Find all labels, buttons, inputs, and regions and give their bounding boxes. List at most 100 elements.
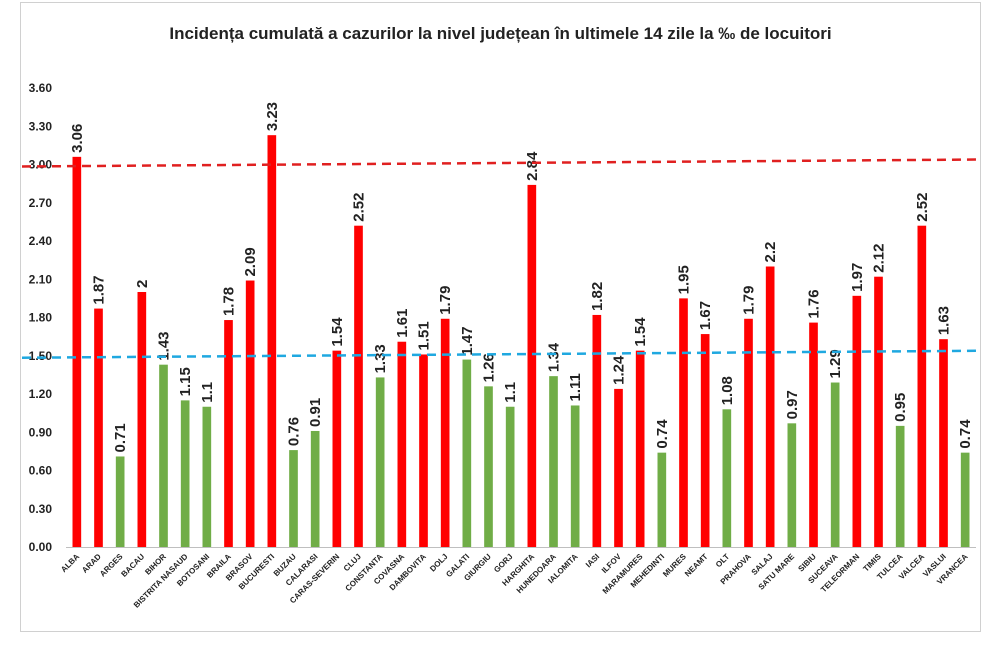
y-tick-label: 2.10 — [29, 272, 53, 286]
data-label: 1.24 — [611, 355, 628, 385]
bar-alba — [72, 156, 82, 547]
y-tick-label: 0.00 — [29, 540, 53, 554]
y-tick-label: 2.70 — [29, 196, 53, 210]
y-tick-label: 0.90 — [29, 425, 53, 439]
bar-dambovita — [419, 354, 428, 547]
bar-caras-severin — [332, 350, 342, 547]
threshold-line-blue — [21, 349, 981, 359]
data-label: 1.26 — [481, 353, 498, 382]
data-label: 1.1 — [199, 382, 216, 403]
data-label: 1.61 — [394, 309, 411, 338]
data-label: 1.15 — [177, 367, 194, 396]
bar-arges — [115, 456, 125, 547]
y-tick-label: 3.30 — [29, 119, 53, 133]
data-label: 0.91 — [307, 398, 324, 427]
data-label: 1.87 — [91, 275, 108, 304]
x-tick-label: BACAU — [119, 552, 146, 579]
bar-harghita — [527, 184, 537, 547]
y-tick-label: 1.50 — [29, 349, 53, 363]
data-label: 2.52 — [351, 192, 368, 221]
y-tick-label: 3.60 — [29, 81, 53, 95]
bar-bistrita-nasaud — [180, 400, 190, 547]
data-label: 1.95 — [676, 265, 693, 294]
bar-prahova — [744, 318, 753, 547]
chart-title: Incidența cumulată a cazurilor la nivel … — [169, 24, 832, 43]
data-label: 3.06 — [69, 124, 86, 153]
bar-timis — [874, 276, 883, 547]
data-label: 1.29 — [827, 349, 844, 378]
bar-bihor — [159, 364, 168, 547]
bar-neamt — [700, 334, 710, 547]
x-tick-label: OLT — [714, 552, 731, 569]
bar-cluj — [354, 225, 363, 547]
data-label: 1.79 — [437, 286, 454, 315]
data-label: 2 — [134, 280, 151, 288]
bar-bacau — [137, 292, 147, 547]
bar-vrancea — [960, 452, 970, 547]
data-label: 1.47 — [459, 326, 476, 355]
bar-giurgiu — [484, 386, 493, 547]
data-label: 0.71 — [112, 423, 129, 452]
bar-ilfov — [614, 388, 623, 547]
data-label: 0.74 — [957, 419, 974, 449]
data-label: 2.84 — [524, 151, 541, 181]
data-label: 0.95 — [892, 393, 909, 422]
data-label: 1.11 — [567, 373, 584, 401]
bar-suceava — [830, 382, 840, 547]
bar-maramures — [635, 350, 645, 547]
bar-ialomita — [570, 405, 580, 547]
bar-iasi — [592, 314, 602, 547]
data-label: 1.54 — [632, 317, 649, 347]
bar-covasna — [397, 341, 407, 547]
data-label: 1.1 — [502, 382, 519, 403]
data-label: 1.63 — [936, 306, 953, 335]
bar-teleorman — [852, 295, 862, 547]
bar-hunedoara — [549, 376, 558, 547]
bar-brasov — [245, 280, 255, 547]
bar-calarasi — [310, 430, 320, 547]
data-label: 3.23 — [264, 102, 281, 131]
bar-vaslui — [939, 339, 948, 547]
y-tick-label: 1.20 — [29, 387, 53, 401]
x-tick-label: ALBA — [59, 552, 81, 574]
data-label: 1.97 — [849, 263, 866, 292]
bar-buzau — [289, 450, 298, 547]
x-tick-label: TELEORMAN — [819, 552, 861, 594]
bar-galati — [462, 359, 472, 547]
y-tick-label: 3.00 — [29, 158, 53, 172]
x-tick-label: IASI — [584, 552, 601, 569]
bar-satu-mare — [787, 423, 797, 547]
bar-arad — [94, 308, 103, 547]
bar-tulcea — [895, 425, 905, 547]
data-label: 1.82 — [589, 282, 606, 311]
data-label: 1.79 — [741, 286, 758, 315]
data-label: 1.51 — [416, 321, 433, 350]
bar-botosani — [202, 406, 212, 547]
data-label: 2.12 — [871, 243, 888, 272]
y-tick-label: 0.60 — [29, 464, 53, 478]
data-label: 1.76 — [806, 289, 823, 318]
bar-mehedinti — [657, 452, 667, 547]
data-label: 1.08 — [719, 376, 736, 405]
data-label: 1.78 — [221, 287, 238, 316]
y-tick-label: 0.30 — [29, 502, 53, 516]
data-label: 2.09 — [242, 247, 259, 276]
bar-constanta — [375, 377, 385, 547]
data-label: 1.34 — [546, 342, 563, 372]
data-label: 0.74 — [654, 419, 671, 449]
bar-sibiu — [809, 322, 818, 547]
bar-salaj — [765, 266, 775, 547]
data-label: 0.97 — [784, 390, 801, 419]
bar-bucuresti — [267, 135, 277, 548]
data-label: 0.76 — [286, 417, 303, 446]
data-label: 1.67 — [697, 301, 714, 330]
bar-mures — [679, 298, 688, 547]
data-label: 1.33 — [372, 344, 389, 373]
y-tick-label: 1.80 — [29, 311, 53, 325]
data-label: 2.52 — [914, 192, 931, 221]
x-tick-label: NEAMT — [683, 552, 710, 579]
bar-braila — [224, 320, 233, 547]
data-label: 2.2 — [762, 242, 779, 263]
data-label: 1.43 — [156, 331, 173, 360]
